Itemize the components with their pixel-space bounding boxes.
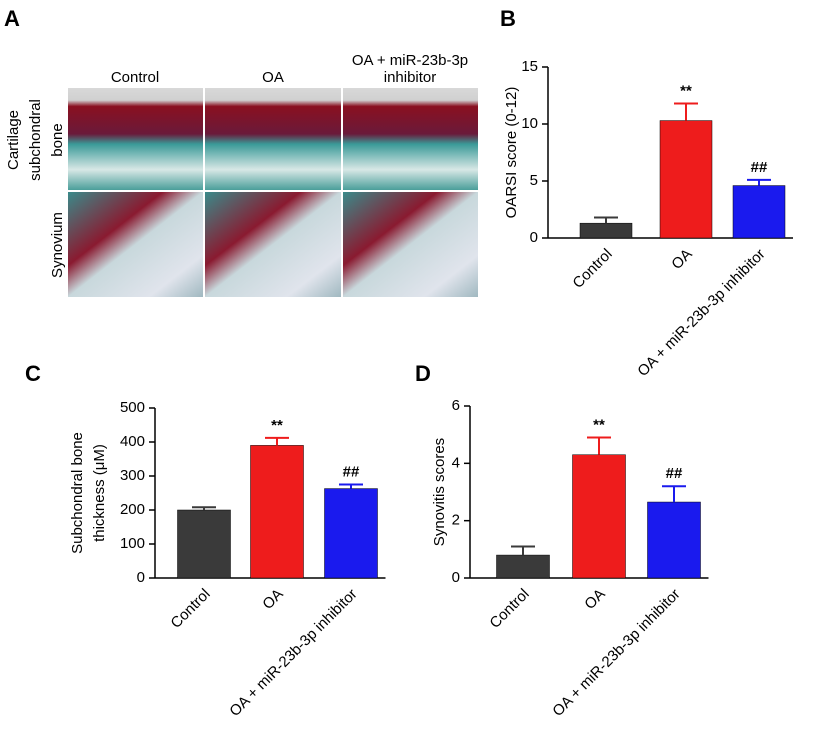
bar (572, 454, 626, 579)
panel-a (68, 88, 478, 297)
x-tick-label: OA + miR-23b-3p inhibitor (549, 586, 683, 720)
y-tick-label: 300 (120, 467, 145, 484)
y-axis-label: Subchondral bone (69, 432, 86, 554)
y-tick-label: 400 (120, 433, 145, 450)
x-tick-label: OA (668, 246, 695, 273)
y-tick-label: 4 (452, 454, 460, 471)
significance-mark: ** (680, 82, 692, 99)
y-tick-label: 500 (120, 399, 145, 416)
y-tick-label: 0 (530, 229, 538, 246)
y-tick-label: 10 (521, 115, 538, 132)
x-tick-label: OA + miR-23b-3p inhibitor (634, 246, 768, 380)
bar (177, 509, 231, 579)
significance-mark: ** (271, 417, 283, 434)
y-tick-label: 0 (137, 569, 145, 586)
bar (579, 222, 633, 239)
bar (496, 554, 550, 579)
panel-letter: A (4, 6, 20, 31)
x-tick-label: Control (167, 586, 213, 632)
histology-image (205, 192, 341, 297)
y-axis-label: Synovitis scores (431, 438, 448, 546)
panel-letter: C (25, 361, 41, 386)
row-label: Cartilage (5, 110, 22, 170)
significance-mark: ## (343, 463, 360, 480)
x-tick-label: Control (486, 586, 532, 632)
column-label: OA (262, 69, 284, 86)
y-tick-label: 0 (452, 569, 460, 586)
column-label: inhibitor (384, 69, 437, 86)
bar (732, 185, 786, 239)
histology-image (205, 88, 341, 190)
x-tick-label: OA (581, 586, 608, 613)
x-tick-label: OA + miR-23b-3p inhibitor (226, 586, 360, 720)
histology-image (68, 192, 203, 297)
bar (659, 120, 713, 239)
row-label: bone (49, 123, 66, 156)
y-tick-label: 2 (452, 512, 460, 529)
bar (250, 445, 304, 579)
panel-letter: B (500, 6, 516, 31)
y-tick-label: 100 (120, 535, 145, 552)
column-label: Control (111, 69, 159, 86)
significance-mark: ## (751, 159, 768, 176)
significance-mark: ## (666, 465, 683, 482)
histology-image (68, 88, 203, 190)
significance-mark: ** (593, 417, 605, 434)
y-tick-label: 6 (452, 397, 460, 414)
y-tick-label: 200 (120, 501, 145, 518)
bar (647, 501, 701, 579)
bar (324, 488, 378, 579)
histology-image (343, 192, 478, 297)
y-axis-label: OARSI score (0-12) (503, 87, 520, 219)
y-axis-label: thickness (μM) (91, 444, 108, 542)
column-label: OA + miR-23b-3p (352, 52, 468, 69)
row-label: Synovium (49, 212, 66, 278)
histology-image (343, 88, 478, 190)
y-tick-label: 15 (521, 58, 538, 75)
x-tick-label: OA (259, 586, 286, 613)
row-label: subchondral (27, 99, 44, 181)
panel-letter: D (415, 361, 431, 386)
x-tick-label: Control (569, 246, 615, 292)
y-tick-label: 5 (530, 172, 538, 189)
